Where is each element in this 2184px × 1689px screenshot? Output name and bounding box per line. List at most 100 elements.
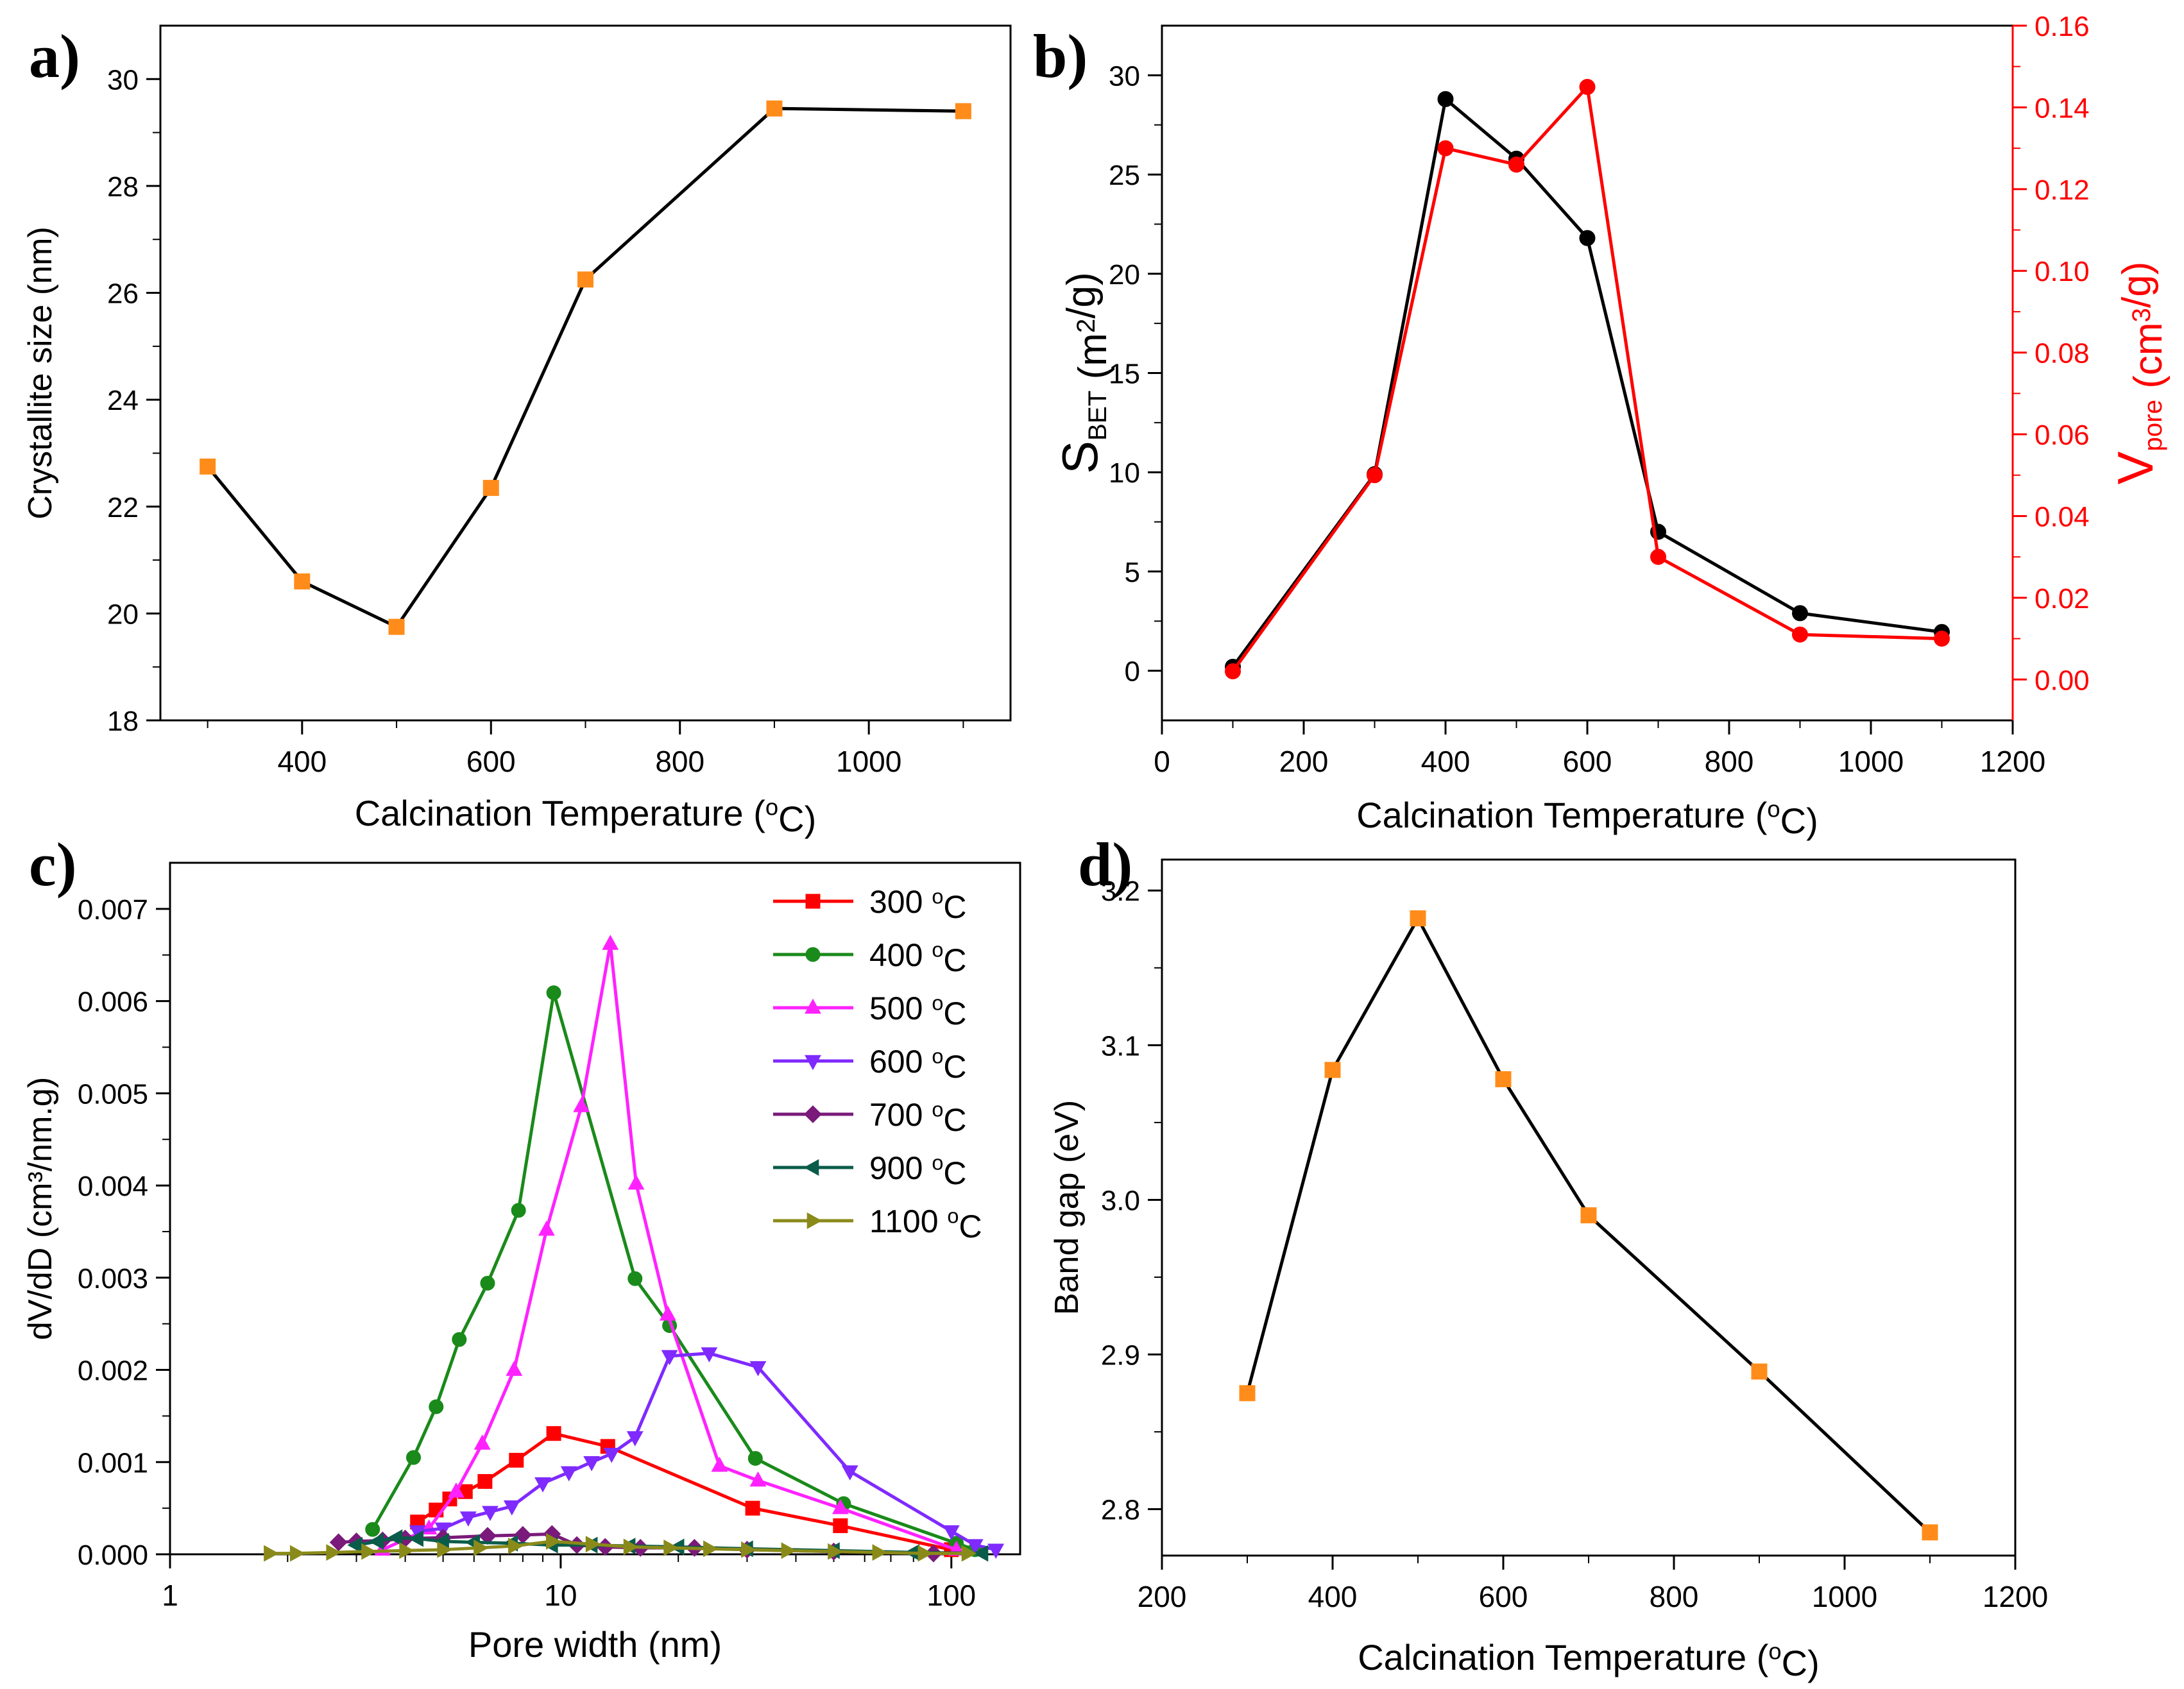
data-point	[573, 1097, 590, 1112]
y-tick-label: 30	[1109, 60, 1140, 92]
data-point	[405, 1450, 421, 1465]
label-part: C	[959, 1209, 982, 1244]
label-part: dV/dD (cm³/nm.g)	[22, 1077, 59, 1340]
y-tick-label: 0.003	[78, 1263, 148, 1294]
data-point	[841, 1465, 858, 1481]
label-part: Pore width (nm)	[468, 1624, 722, 1665]
label-part: 900	[869, 1150, 932, 1186]
series-crystallite-size	[200, 100, 971, 635]
data-point	[1922, 1524, 1938, 1541]
x-tick-label: 1000	[836, 745, 901, 778]
data-point	[663, 1539, 679, 1556]
y-tick-label: 28	[107, 171, 139, 203]
label-part: (	[1071, 366, 1115, 390]
data-point	[546, 985, 561, 1001]
label-part: C	[943, 1049, 966, 1085]
data-point	[387, 1529, 403, 1547]
data-point	[1792, 626, 1808, 643]
plot-frame	[1161, 24, 2014, 722]
y-tick-label: 5	[1125, 557, 1140, 588]
x-tick-label: 0	[1154, 745, 1170, 778]
data-point	[627, 1271, 643, 1286]
series-line	[206, 106, 964, 629]
y-axis-label: Crystallite size (nm)	[22, 226, 59, 520]
data-point	[701, 1347, 718, 1362]
data-point	[917, 1545, 934, 1562]
legend-marker	[805, 894, 821, 909]
label-part: (	[1755, 795, 1768, 835]
data-point	[987, 1543, 1005, 1559]
legend-label: 900 oC	[869, 1150, 967, 1191]
data-point	[482, 480, 499, 497]
x-axis-label: Calcination Temperature (oC)	[355, 793, 817, 839]
legend-item: 900 oC	[773, 1150, 967, 1191]
y-tick-label: 20	[1109, 259, 1140, 291]
data-point	[973, 1545, 989, 1562]
x-tick-label: 800	[1650, 1580, 1699, 1613]
panel-letter: b)	[1033, 22, 1088, 90]
y-tick-label: 15	[1109, 359, 1140, 390]
label-part: C)	[1782, 1643, 1820, 1683]
legend-item: 300 oC	[773, 884, 967, 925]
label-part: (	[2126, 375, 2171, 400]
y-tick-label: 0	[1125, 656, 1140, 688]
data-point	[749, 1361, 767, 1377]
label-part: /g)	[1059, 272, 1104, 318]
legend-item: 600 oC	[773, 1044, 967, 1085]
label-part: C	[943, 1102, 966, 1138]
panel-letter: a)	[29, 22, 80, 90]
data-point	[623, 1538, 639, 1556]
y2-axis-label: Vpore (cm3/g)	[2108, 262, 2171, 485]
label-part: C	[943, 942, 966, 978]
data-point	[741, 1541, 756, 1558]
y-tick-label: 3.0	[1101, 1185, 1140, 1216]
data-point	[1579, 230, 1596, 246]
data-point	[1508, 157, 1524, 173]
legend-item: 700 oC	[773, 1097, 967, 1138]
y-axis-label: dV/dD (cm³/nm.g)	[22, 1077, 59, 1340]
y2-tick-label: 0.16	[2035, 11, 2090, 42]
data-point	[943, 1525, 960, 1541]
x-axis-label: Calcination Temperature (oC)	[1358, 1637, 1820, 1683]
label-part: o	[932, 1044, 943, 1067]
y-tick-label: 0.007	[78, 894, 148, 926]
label-part: o	[932, 938, 943, 961]
legend-label: 400 oC	[869, 937, 967, 978]
data-point	[966, 1539, 984, 1554]
data-point	[429, 1399, 444, 1414]
label-part: 300	[869, 884, 932, 920]
data-point	[833, 1518, 848, 1533]
x-axis-label: Pore width (nm)	[468, 1624, 722, 1665]
y2-tick-label: 0.02	[2035, 583, 2090, 615]
label-part: 500	[869, 990, 932, 1026]
label-part: o	[1768, 1638, 1781, 1665]
label-part: m	[1071, 333, 1115, 366]
data-point	[477, 1473, 493, 1489]
data-point	[583, 1456, 601, 1472]
data-point	[388, 618, 405, 635]
y-tick-label: 2.8	[1101, 1495, 1140, 1526]
data-point	[511, 1203, 526, 1218]
x-tick-label: 100	[926, 1579, 976, 1612]
y-tick-label: 0.004	[78, 1171, 148, 1202]
y-tick-label: 25	[1109, 160, 1140, 191]
label-part: cm	[2126, 322, 2171, 375]
x-tick-label: 800	[1705, 745, 1754, 778]
data-point	[459, 1511, 477, 1527]
y2-tick-label: 0.14	[2035, 92, 2090, 124]
label-part: S	[1053, 441, 1108, 474]
legend-item: 500 oC	[773, 990, 967, 1031]
data-point	[546, 1532, 561, 1550]
data-point	[659, 1305, 676, 1321]
data-point	[482, 1506, 499, 1522]
data-point	[452, 1332, 467, 1347]
data-point	[1437, 90, 1454, 107]
data-point	[766, 100, 783, 117]
data-point	[955, 103, 971, 119]
legend-label: 1100 oC	[869, 1203, 982, 1244]
data-point	[1751, 1363, 1768, 1380]
data-point	[603, 1448, 620, 1463]
data-point	[365, 1522, 380, 1537]
data-point	[1410, 910, 1426, 927]
